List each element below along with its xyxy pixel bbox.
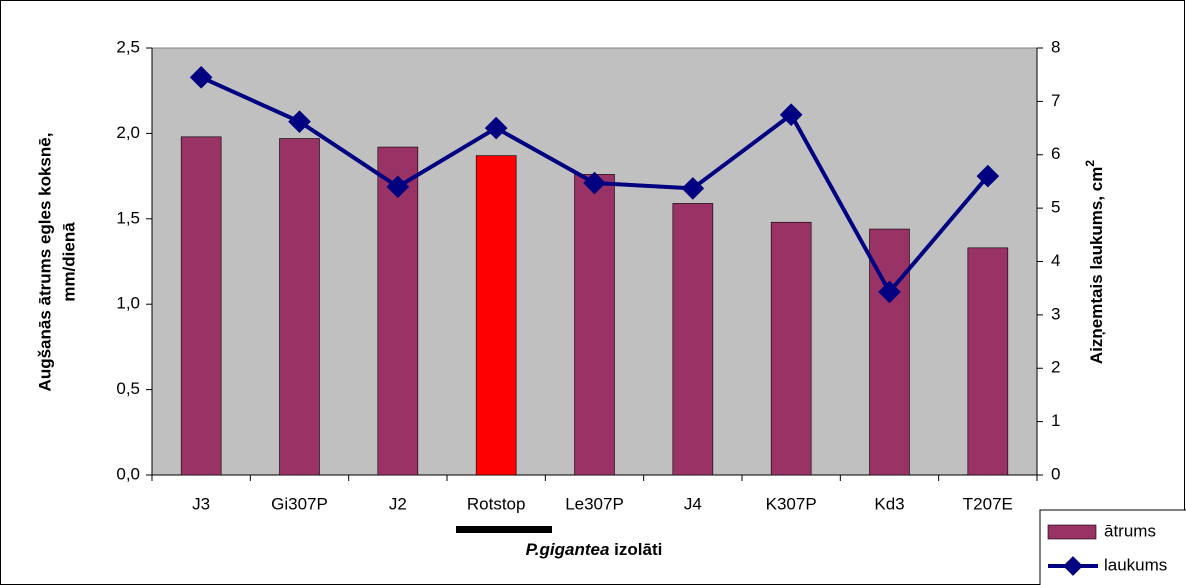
y2-tick-label: 0 [1051, 464, 1060, 483]
x-tick-label: T207E [963, 494, 1013, 513]
marker [288, 110, 311, 133]
x-tick-label: J3 [192, 494, 210, 513]
group-underline [456, 526, 552, 533]
y2-tick-label: 1 [1051, 411, 1060, 430]
y2-tick-label: 8 [1051, 37, 1060, 56]
x-tick-label: Rotstop [467, 494, 526, 513]
bar [475, 155, 517, 476]
y2-label-sup: 2 [1083, 160, 1097, 167]
x-label-text: izolāti [614, 540, 662, 559]
y2-tick-label: 3 [1051, 304, 1060, 323]
legend-label: ātrums [1104, 521, 1156, 540]
legend-swatch [1047, 524, 1097, 540]
y-tick-label: 1,5 [116, 208, 140, 227]
marker [189, 66, 213, 89]
y-tick-label: 2,0 [116, 123, 140, 142]
x-label-italic: P.gigantea [526, 540, 610, 559]
y2-tick-label: 4 [1051, 251, 1060, 270]
legend [1039, 509, 1186, 585]
x-tick-label: J4 [684, 494, 702, 513]
legend-swatch [1063, 556, 1083, 576]
x-tick-label: Gi307P [271, 494, 328, 513]
y2-label: Aizņemtais laukums, cm2 [1083, 160, 1106, 364]
legend-label: laukums [1104, 555, 1167, 574]
y-label: mm/dienā [59, 222, 78, 302]
marker [779, 103, 803, 127]
y2-tick-label: 7 [1051, 91, 1060, 110]
y-tick-label: 0,0 [116, 464, 140, 483]
x-tick-label: K307P [766, 494, 817, 513]
y2-tick-label: 5 [1051, 198, 1060, 217]
bar [377, 146, 419, 476]
y2-tick-label: 2 [1051, 358, 1060, 377]
bar [180, 136, 222, 476]
y2-label-text: Aizņemtais laukums, cm [1087, 167, 1106, 364]
x-label: P.gigantea izolāti [526, 540, 663, 559]
bar [967, 247, 1009, 476]
y-tick-label: 1,0 [116, 294, 140, 313]
bar [770, 221, 812, 476]
bar [574, 174, 615, 476]
x-tick-label: Le307P [565, 494, 624, 513]
marker [878, 280, 901, 304]
y-tick-label: 0,5 [116, 379, 140, 398]
bar [672, 203, 714, 476]
x-tick-label: J2 [389, 494, 407, 513]
y2-tick-label: 6 [1051, 144, 1060, 163]
x-tick-label: Kd3 [874, 494, 904, 513]
bar [279, 138, 320, 476]
y-tick-label: 2,5 [116, 37, 140, 56]
y-label: Augšanās ātrums egles koksnē, [35, 133, 54, 392]
